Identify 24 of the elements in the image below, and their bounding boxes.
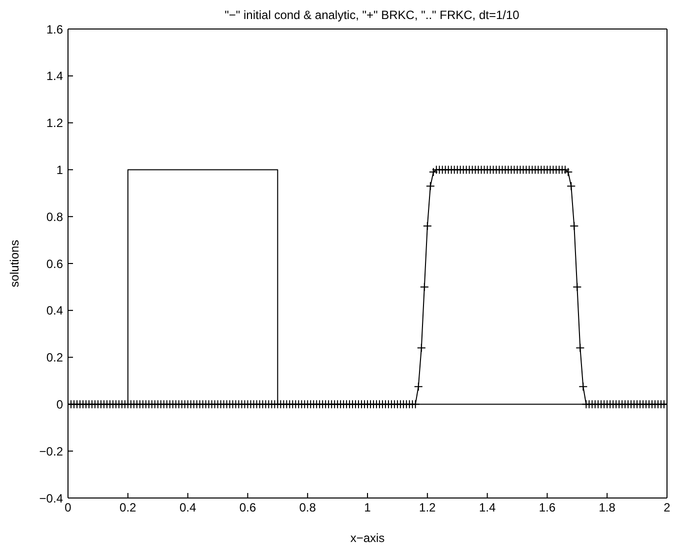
x-tick-label: 1.8 [598, 500, 616, 515]
x-tick-label: 1 [364, 500, 372, 515]
x-tick-label: 0.4 [179, 500, 196, 515]
y-tick-label: −0.4 [39, 491, 64, 506]
y-tick-label: 0.2 [46, 350, 64, 365]
y-tick-label: 0 [56, 397, 64, 412]
chart-title: "−" initial cond & analytic, "+" BRKC, ".." FRKC, dt=1/10 [224, 8, 520, 22]
x-tick-label: 1.4 [478, 500, 496, 515]
x-tick-label: 0.6 [239, 500, 256, 515]
x-tick-label: 2 [664, 500, 671, 515]
y-tick-label: 1.2 [46, 116, 64, 130]
x-axis-title: x−axis [350, 531, 385, 545]
y-tick-label: 0.4 [46, 304, 64, 318]
y-tick-label: −0.2 [39, 444, 64, 458]
x-tick-label: 0.2 [120, 500, 137, 515]
y-tick-label: 0.6 [46, 256, 64, 271]
y-tick-label: 1.6 [46, 22, 64, 36]
x-tick-label: 1.6 [538, 500, 556, 515]
y-tick-label: 1.4 [46, 69, 64, 84]
y-axis-title: solutions [7, 240, 22, 288]
y-tick-label: 1 [56, 162, 64, 177]
x-tick-label: 1.2 [419, 500, 436, 515]
x-tick-label: 0.8 [299, 500, 316, 515]
y-tick-label: 0.8 [46, 210, 64, 224]
